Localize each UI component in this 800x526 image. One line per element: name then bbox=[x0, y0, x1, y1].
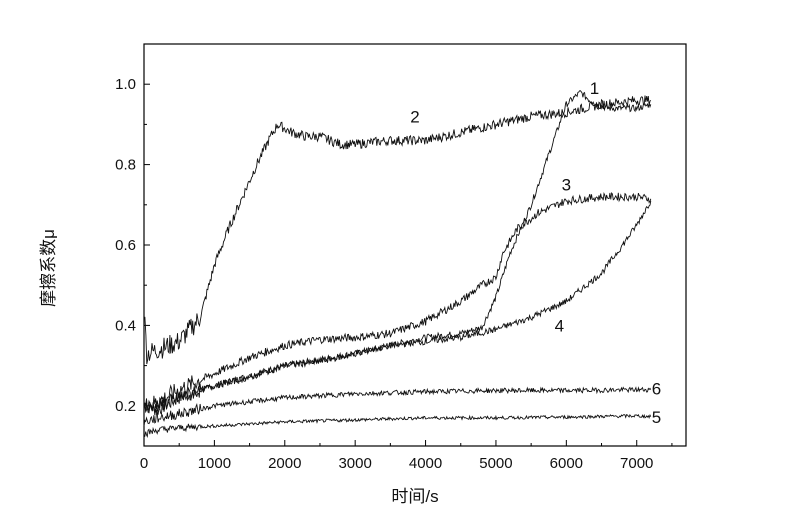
y-axis-label: 摩擦系数μ bbox=[39, 229, 58, 307]
series-line-6 bbox=[143, 386, 652, 427]
x-tick-label: 5000 bbox=[479, 455, 512, 472]
series-label-1: 1 bbox=[590, 79, 599, 98]
x-tick-label: 7000 bbox=[620, 455, 653, 472]
series-line-5 bbox=[143, 413, 652, 438]
x-tick-label: 2000 bbox=[268, 455, 301, 472]
series-lines bbox=[143, 90, 652, 438]
x-axis-label: 时间/s bbox=[391, 487, 438, 506]
y-tick-label: 1.0 bbox=[115, 76, 136, 93]
x-tick-label: 3000 bbox=[338, 455, 371, 472]
y-tick-label: 0.2 bbox=[115, 398, 136, 415]
x-tick-label: 4000 bbox=[409, 455, 442, 472]
series-line-2 bbox=[143, 95, 652, 365]
y-tick-label: 0.8 bbox=[115, 157, 136, 174]
series-line-4 bbox=[143, 200, 652, 414]
x-tick-label: 1000 bbox=[198, 455, 231, 472]
series-label-6: 6 bbox=[652, 380, 661, 399]
series-label-3: 3 bbox=[562, 176, 571, 195]
y-tick-label: 0.4 bbox=[115, 317, 136, 334]
series-line-3 bbox=[143, 192, 652, 413]
tick-labels: 0 1000 2000 3000 4000 5000 6000 7000 0.2 0.4 0.6 0.… bbox=[115, 76, 653, 472]
x-tick-label: 0 bbox=[140, 455, 148, 472]
series-label-4: 4 bbox=[555, 316, 564, 335]
series-label-2: 2 bbox=[410, 107, 419, 126]
series-line-1 bbox=[143, 90, 652, 416]
x-tick-label: 6000 bbox=[550, 455, 583, 472]
series-labels: 1 2 3 4 5 6 bbox=[410, 79, 661, 427]
axis-ticks bbox=[143, 43, 673, 447]
series-label-5: 5 bbox=[652, 408, 661, 427]
y-tick-label: 0.6 bbox=[115, 237, 136, 254]
